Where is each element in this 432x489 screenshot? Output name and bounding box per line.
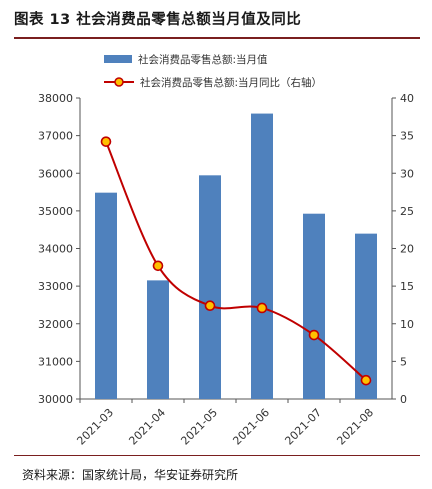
y-right-tick-label: 25	[400, 205, 414, 218]
y-right-tick-label: 30	[400, 167, 414, 180]
source-rule	[14, 455, 420, 456]
y-left-tick-label: 30000	[38, 393, 73, 406]
line-point	[204, 300, 216, 311]
bar	[355, 233, 377, 399]
y-right-tick-label: 35	[400, 130, 414, 143]
x-tick-label: 2021-03	[74, 406, 116, 448]
legend-bar-label: 社会消费品零售总额:当月值	[138, 53, 268, 66]
y-right-tick-label: 10	[400, 318, 414, 331]
y-left-tick-label: 35000	[38, 205, 73, 218]
y-left-tick-label: 31000	[38, 355, 73, 368]
legend-line-label: 社会消费品零售总额:当月同比（右轴）	[140, 76, 322, 89]
bar	[199, 175, 221, 399]
x-tick-label: 2021-07	[282, 406, 324, 448]
x-tick-label: 2021-05	[178, 406, 220, 448]
legend-bar-swatch	[104, 55, 132, 63]
x-tick-label: 2021-06	[230, 406, 272, 448]
y-left-tick-label: 37000	[38, 130, 73, 143]
bar	[303, 213, 325, 399]
figure-title: 图表 13 社会消费品零售总额当月值及同比	[14, 12, 302, 28]
line-point	[100, 136, 112, 147]
y-right-tick-label: 5	[400, 355, 407, 368]
y-left-tick-label: 34000	[38, 243, 73, 256]
title-rule	[14, 37, 420, 39]
bar	[147, 280, 169, 399]
y-left-tick-label: 38000	[38, 92, 73, 105]
y-right-tick-label: 40	[400, 92, 414, 105]
bar	[251, 113, 273, 399]
series-line	[105, 141, 367, 381]
line-point	[256, 302, 268, 314]
bar	[95, 192, 117, 399]
x-tick-label: 2021-04	[126, 406, 168, 448]
source-note: 资料来源：国家统计局，华安证券研究所	[22, 468, 239, 482]
y-right-tick-label: 20	[400, 243, 414, 256]
x-tick-label: 2021-08	[334, 406, 376, 448]
y-left-tick-label: 33000	[38, 280, 73, 293]
line-point	[360, 374, 372, 386]
y-right-tick-label: 0	[400, 393, 407, 406]
y-left-tick-label: 32000	[38, 318, 73, 331]
line-point	[308, 329, 320, 341]
y-right-tick-label: 15	[400, 280, 414, 293]
line-point	[152, 260, 164, 272]
y-left-tick-label: 36000	[38, 167, 73, 180]
legend-line-marker	[114, 77, 124, 87]
